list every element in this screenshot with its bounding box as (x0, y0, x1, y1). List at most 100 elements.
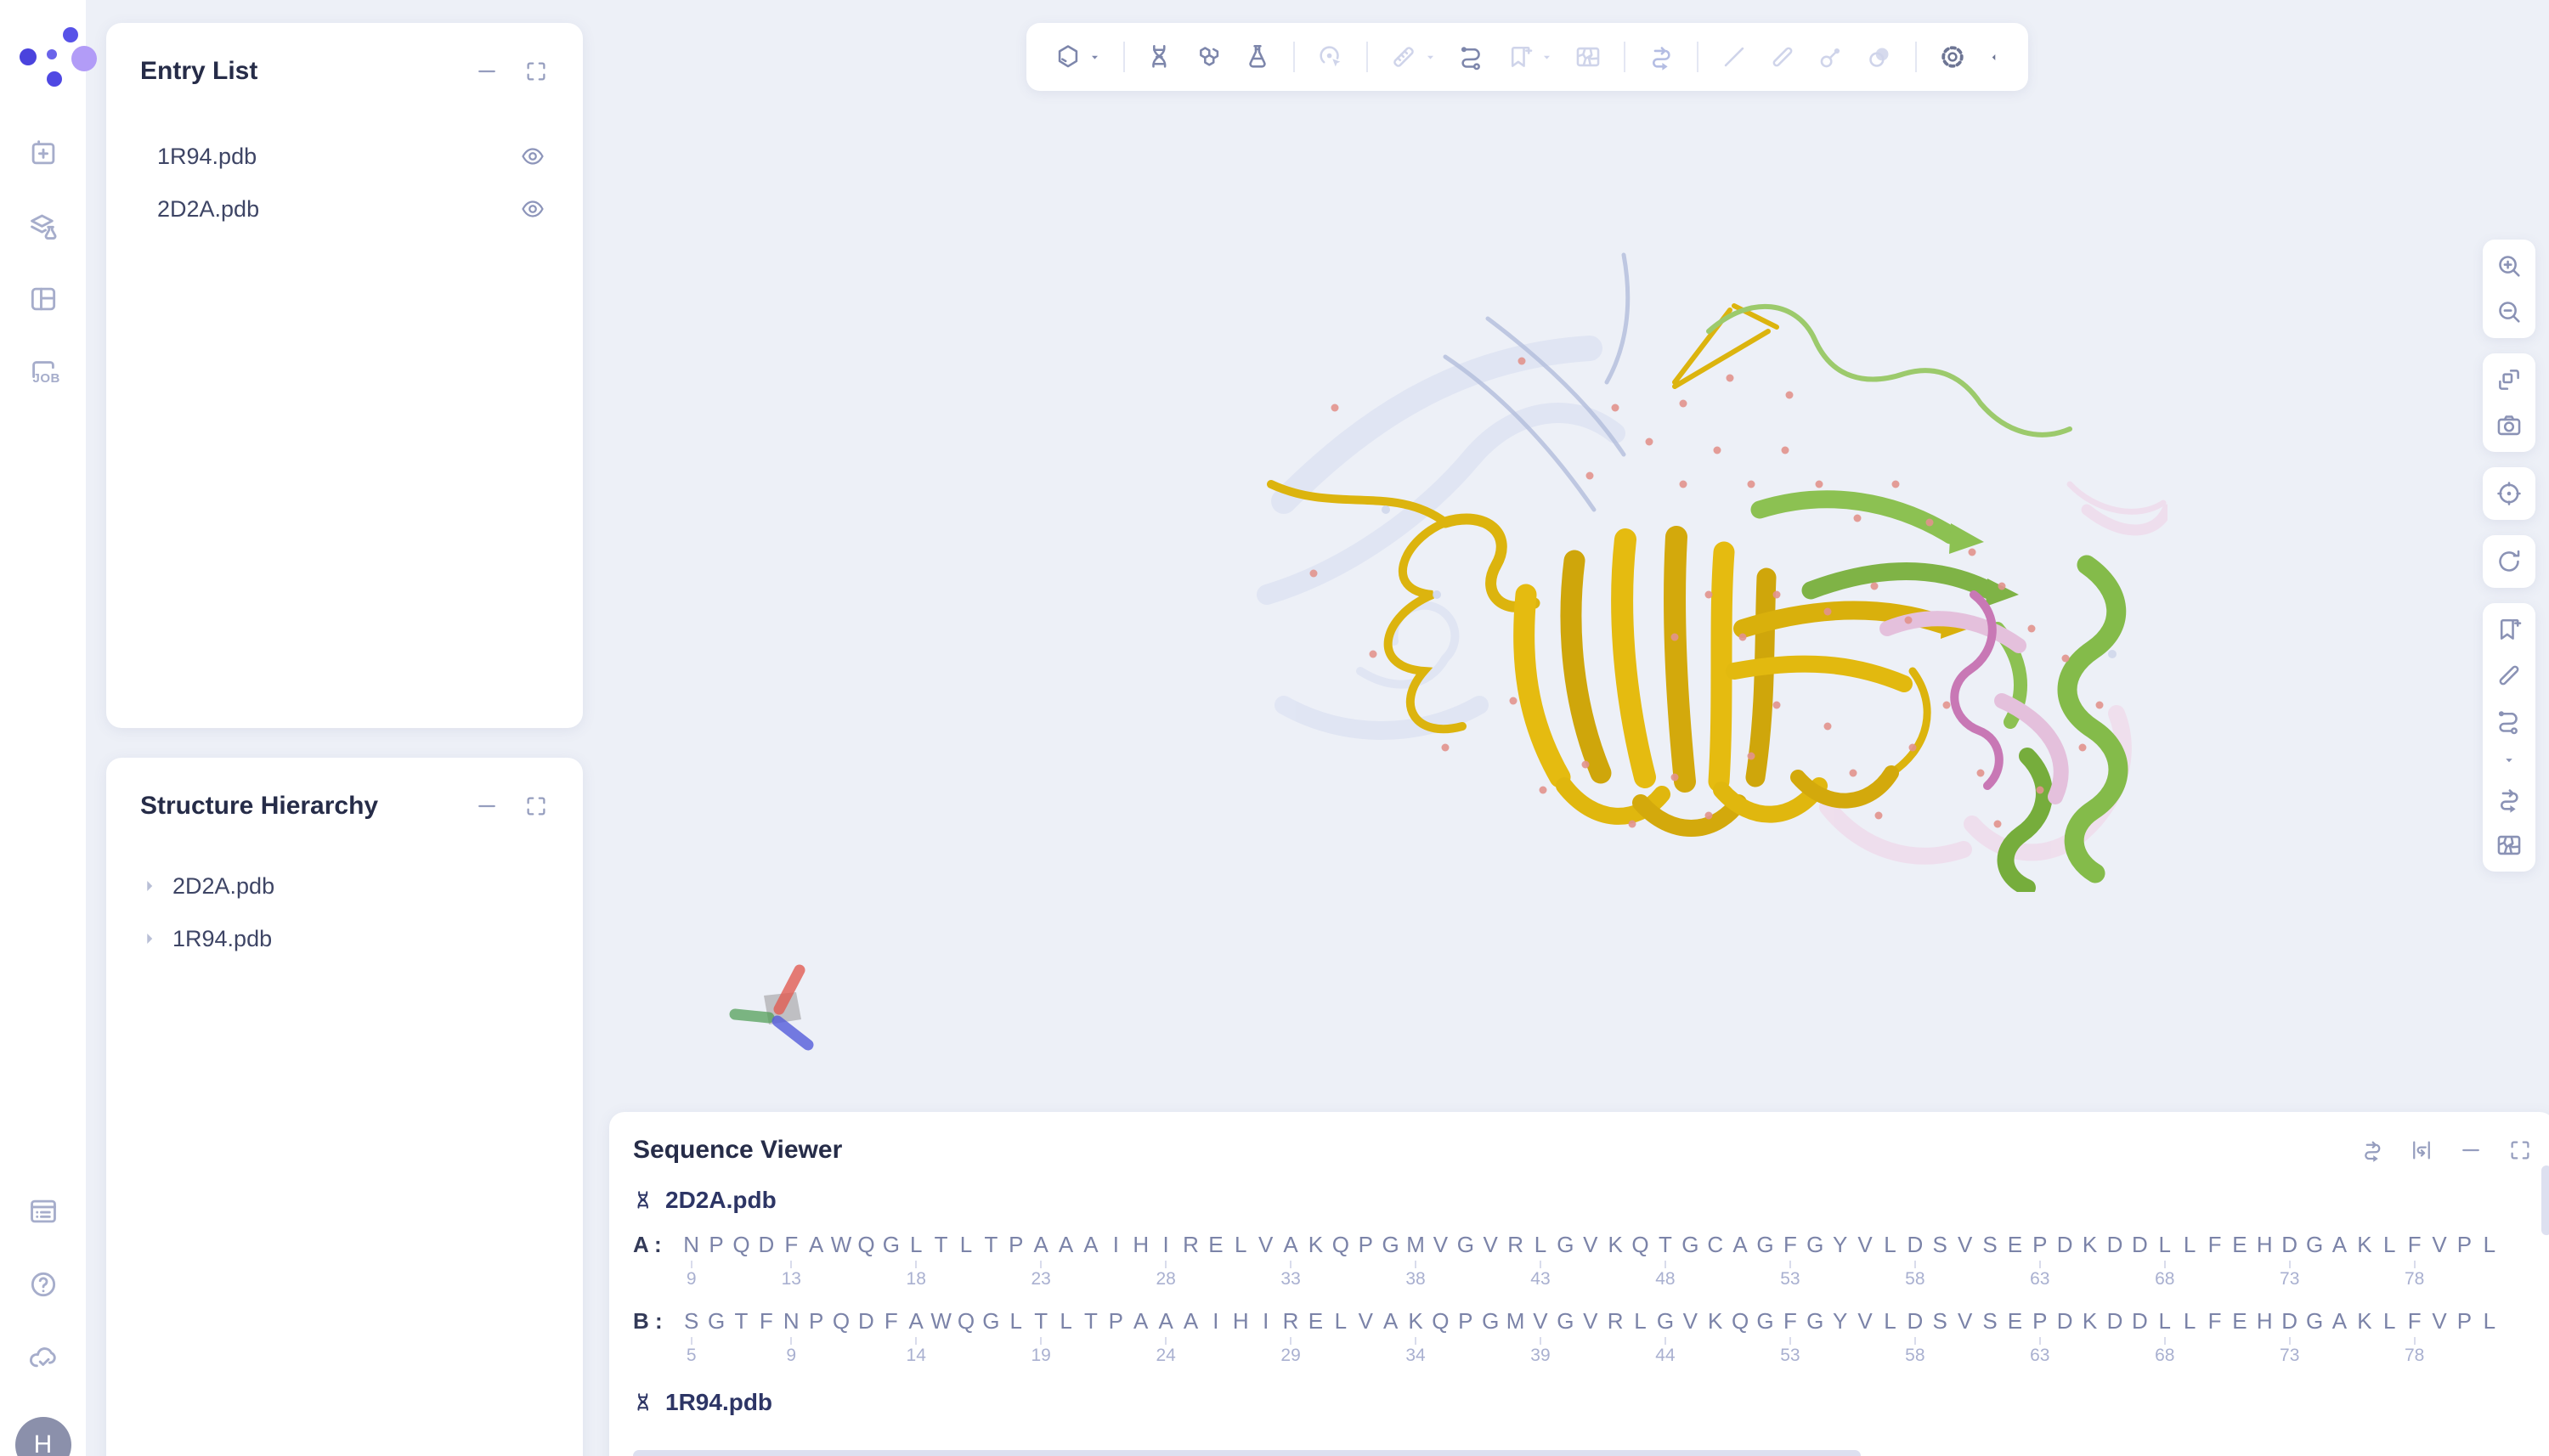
residue-cell[interactable]: V (1428, 1229, 1453, 1290)
residue-cell[interactable]: A (1078, 1229, 1103, 1290)
residue-cell[interactable]: L 43 (1528, 1229, 1552, 1290)
residue-cell[interactable]: C (1703, 1229, 1727, 1290)
stick-button[interactable] (1763, 37, 1802, 76)
residue-cell[interactable]: I (1253, 1306, 1278, 1367)
camera-button[interactable] (2495, 411, 2524, 440)
residue-cell[interactable]: V 39 (1528, 1306, 1552, 1367)
residue-cell[interactable]: T (979, 1229, 1003, 1290)
residue-cell[interactable]: Y (1828, 1306, 1852, 1367)
residue-cell[interactable]: D 58 (1902, 1229, 1927, 1290)
residue-cell[interactable]: H (1229, 1306, 1253, 1367)
residue-cell[interactable]: H (1128, 1229, 1153, 1290)
residue-cell[interactable]: L (1628, 1306, 1653, 1367)
residue-cell[interactable]: G (879, 1229, 903, 1290)
residue-cell[interactable]: V (1478, 1229, 1503, 1290)
residue-cell[interactable]: K (2352, 1229, 2377, 1290)
entry-list-item[interactable]: 2D2A.pdb (106, 183, 583, 235)
residue-cell[interactable]: P 63 (2027, 1229, 2052, 1290)
expand-icon[interactable] (523, 59, 549, 84)
residue-cell[interactable]: K (1602, 1229, 1627, 1290)
residue-cell[interactable]: T 19 (1028, 1306, 1053, 1367)
residue-cell[interactable]: D (854, 1306, 879, 1367)
residue-cell[interactable]: I (1104, 1229, 1128, 1290)
residue-cell[interactable]: Y (1828, 1229, 1852, 1290)
residue-cell[interactable]: L (2177, 1229, 2201, 1290)
residue-cell[interactable]: P (2452, 1229, 2477, 1290)
residue-cell[interactable]: Q (1428, 1306, 1453, 1367)
residue-cell[interactable]: L 68 (2152, 1229, 2177, 1290)
residue-cell[interactable]: D (2052, 1306, 2077, 1367)
residue-cell[interactable]: I (1203, 1306, 1228, 1367)
layout-button[interactable] (25, 280, 62, 318)
residue-cell[interactable]: L (2377, 1306, 2402, 1367)
residue-cell[interactable]: K (1303, 1229, 1328, 1290)
residue-cell[interactable]: G (1803, 1229, 1828, 1290)
residue-cell[interactable]: G (1753, 1229, 1778, 1290)
residue-cell[interactable]: F (754, 1306, 778, 1367)
horizontal-scrollbar[interactable] (633, 1450, 1861, 1456)
residue-cell[interactable]: G (1478, 1306, 1503, 1367)
dna-button[interactable] (1141, 37, 1180, 76)
residue-cell[interactable]: K (2352, 1306, 2377, 1367)
viewport-3d[interactable] (86, 0, 2549, 1456)
residue-cell[interactable]: D 58 (1902, 1306, 1927, 1367)
residue-cell[interactable]: L (1054, 1306, 1078, 1367)
residue-cell[interactable]: G (1803, 1306, 1828, 1367)
visibility-toggle[interactable] (520, 196, 545, 222)
axes-gizmo[interactable] (725, 958, 837, 1070)
residue-cell[interactable]: A (1128, 1306, 1153, 1367)
residue-cell[interactable]: F (879, 1306, 903, 1367)
residue-cell[interactable]: V (1678, 1306, 1703, 1367)
ruler-button[interactable] (1384, 37, 1443, 76)
residue-cell[interactable]: T (729, 1306, 754, 1367)
residue-cell[interactable]: R 29 (1278, 1306, 1303, 1367)
swap-button[interactable] (2495, 785, 2524, 814)
residue-cell[interactable]: R (1503, 1229, 1528, 1290)
residue-cell[interactable]: K (2077, 1306, 2102, 1367)
expand-button[interactable] (2507, 1137, 2533, 1163)
residue-cell[interactable]: Q (854, 1229, 879, 1290)
residue-cell[interactable]: E (1303, 1306, 1328, 1367)
route-button[interactable] (2495, 707, 2524, 736)
residue-cell[interactable]: G (1378, 1229, 1403, 1290)
residue-cell[interactable]: W (828, 1229, 853, 1290)
residue-cell[interactable]: L 18 (904, 1229, 929, 1290)
residue-cell[interactable]: E (2003, 1306, 2027, 1367)
map-button[interactable] (2495, 831, 2524, 860)
minus-button[interactable] (2458, 1137, 2484, 1163)
residue-cell[interactable]: V (1953, 1229, 1977, 1290)
map-button[interactable] (1568, 37, 1608, 76)
stick-button[interactable] (2495, 661, 2524, 690)
target-cursor-button[interactable] (1311, 37, 1350, 76)
residue-cell[interactable]: D 73 (2277, 1306, 2302, 1367)
list-card-button[interactable] (25, 1193, 62, 1230)
fit-screen-button[interactable] (2495, 365, 2524, 394)
refresh-button[interactable] (2495, 547, 2524, 576)
residue-cell[interactable]: A 23 (1028, 1229, 1053, 1290)
swap-button[interactable] (1642, 37, 1681, 76)
residue-cell[interactable]: D (2052, 1229, 2077, 1290)
residue-cell[interactable]: V (2427, 1306, 2451, 1367)
center-target-button[interactable] (2495, 479, 2524, 508)
residue-cell[interactable]: G (1553, 1229, 1578, 1290)
residue-cell[interactable]: K (1703, 1306, 1727, 1367)
residue-cell[interactable]: G 44 (1653, 1306, 1677, 1367)
residue-cell[interactable]: A 33 (1278, 1229, 1303, 1290)
residue-cell[interactable]: P 63 (2027, 1306, 2052, 1367)
residue-cell[interactable]: L (1878, 1306, 1902, 1367)
residue-cell[interactable]: L (1003, 1306, 1028, 1367)
residue-cell[interactable]: G (1553, 1306, 1578, 1367)
residue-cell[interactable]: Q (1328, 1229, 1353, 1290)
residue-cell[interactable]: P (1003, 1229, 1028, 1290)
residue-cell[interactable]: V (1852, 1306, 1877, 1367)
residue-cell[interactable]: V (1953, 1306, 1977, 1367)
hexagon-button[interactable] (1048, 37, 1107, 76)
residue-cell[interactable]: Q (729, 1229, 754, 1290)
residue-cell[interactable]: A 14 (904, 1306, 929, 1367)
circles-button[interactable] (1860, 37, 1899, 76)
residue-cell[interactable]: S (1977, 1229, 2002, 1290)
residue-cell[interactable]: D (2128, 1306, 2152, 1367)
line-button[interactable] (1715, 37, 1754, 76)
